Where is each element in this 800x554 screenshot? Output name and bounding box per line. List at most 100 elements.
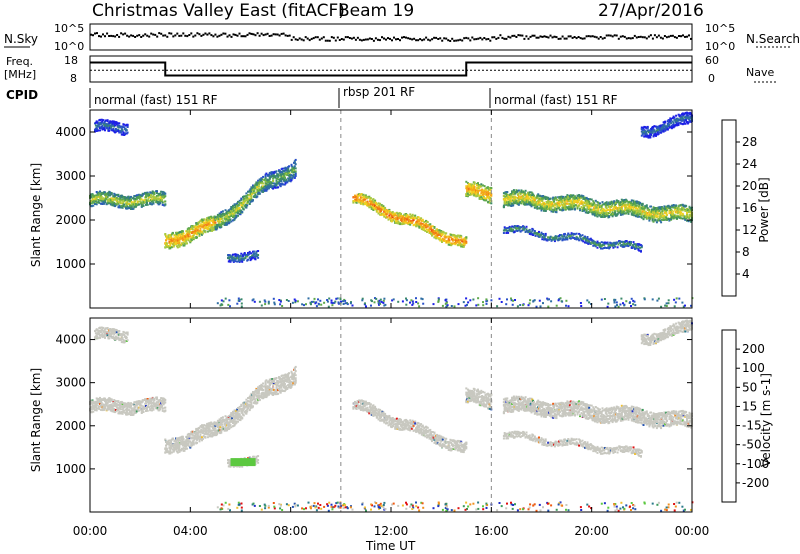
nsky-point — [603, 36, 606, 39]
nsky-point — [274, 33, 277, 36]
nsky-point — [487, 38, 490, 40]
scatter-cell — [170, 236, 173, 239]
nsky-point — [537, 36, 540, 39]
scatter-cell — [472, 184, 475, 187]
scatter-cell — [639, 202, 642, 204]
nsky-point — [451, 37, 454, 40]
scatter-cell — [407, 217, 410, 220]
nsky-point — [541, 35, 544, 38]
nsky-point — [104, 35, 106, 38]
scatter-cell — [526, 198, 529, 201]
scatter-cell — [237, 214, 239, 217]
scatter-cell — [130, 198, 132, 201]
scatter-cell — [681, 209, 684, 212]
scatter-cell — [103, 202, 106, 205]
scatter-cell — [111, 201, 114, 204]
scatter-cell — [529, 196, 532, 199]
scatter-cell — [113, 197, 116, 200]
scatter-cell — [667, 205, 670, 208]
scatter-cell — [447, 237, 450, 240]
nsky-point — [419, 38, 422, 41]
nsky-point — [168, 32, 171, 35]
scatter-cell — [367, 203, 370, 206]
nsky-point — [314, 36, 317, 39]
scatter-cell — [230, 220, 233, 223]
scatter-cell — [517, 198, 520, 201]
scatter-cell — [640, 216, 643, 219]
scatter-cell — [619, 209, 622, 212]
scatter-cell — [654, 207, 657, 209]
nsky-point — [98, 35, 100, 38]
scatter-cell — [542, 195, 545, 197]
scatter-cell — [672, 213, 675, 216]
scatter-cell — [99, 129, 101, 132]
scatter-cell — [595, 204, 598, 207]
scatter-cell — [267, 186, 270, 189]
scatter-cell — [655, 221, 658, 224]
scatter-cell — [94, 203, 96, 205]
scatter-cell — [661, 207, 664, 210]
scatter-cell — [146, 203, 149, 206]
scatter-cell — [431, 234, 433, 237]
scatter-cell — [587, 198, 590, 201]
scatter-cell — [512, 204, 515, 207]
scatter-cell — [562, 208, 565, 211]
scatter-cell — [147, 197, 150, 200]
frequency-trace — [90, 61, 692, 77]
scatter-cell — [573, 195, 576, 198]
nsky-point — [340, 38, 343, 40]
nsky-point — [645, 37, 648, 40]
scatter-cell — [507, 201, 510, 203]
nsky-point — [276, 33, 279, 36]
scatter-cell — [635, 202, 638, 205]
nsky-point — [643, 36, 646, 39]
scatter-cell — [378, 205, 381, 208]
scatter-cell — [114, 205, 117, 208]
scatter-cell — [186, 237, 188, 240]
scatter-cell — [528, 191, 531, 194]
scatter-cell — [616, 213, 619, 216]
nsky-point — [110, 34, 113, 37]
scatter-cell — [573, 202, 576, 205]
scatter-cell — [440, 231, 443, 234]
nsky-point — [128, 35, 131, 38]
scatter-cell — [145, 201, 148, 204]
nsky-point — [686, 35, 688, 38]
scatter-cell — [579, 209, 581, 211]
nsky-point — [401, 36, 403, 39]
scatter-cell — [593, 209, 596, 212]
nsky-point — [288, 34, 291, 37]
scatter-cell — [502, 194, 505, 197]
scatter-cell — [104, 129, 106, 132]
scatter-cell — [635, 209, 637, 212]
scatter-cell — [665, 213, 668, 216]
scatter-cell — [665, 205, 668, 208]
scatter-cell — [438, 231, 441, 234]
scatter-cell — [553, 200, 555, 203]
scatter-cell — [174, 233, 177, 236]
scatter-cell — [585, 202, 588, 205]
nsky-point — [298, 37, 301, 40]
scatter-cell — [596, 207, 599, 210]
scatter-cell — [176, 239, 179, 242]
scatter-cell — [361, 199, 364, 202]
nsky-point — [160, 32, 163, 35]
scatter-cell — [201, 233, 203, 236]
scatter-cell — [247, 199, 249, 202]
nsky-point — [587, 35, 590, 38]
nsky-point — [196, 32, 199, 35]
scatter-cell — [287, 177, 290, 180]
nsky-point — [192, 35, 195, 38]
scatter-cell — [271, 182, 274, 185]
scatter-cell — [468, 190, 471, 193]
scatter-cell — [639, 206, 642, 209]
nsky-point — [509, 36, 512, 39]
scatter-cell — [152, 202, 155, 205]
scatter-cell — [506, 191, 509, 194]
scatter-cell — [504, 191, 507, 194]
nsky-point — [581, 37, 584, 40]
scatter-cell — [485, 199, 488, 202]
scatter-cell — [162, 194, 165, 197]
scatter-cell — [272, 177, 275, 180]
